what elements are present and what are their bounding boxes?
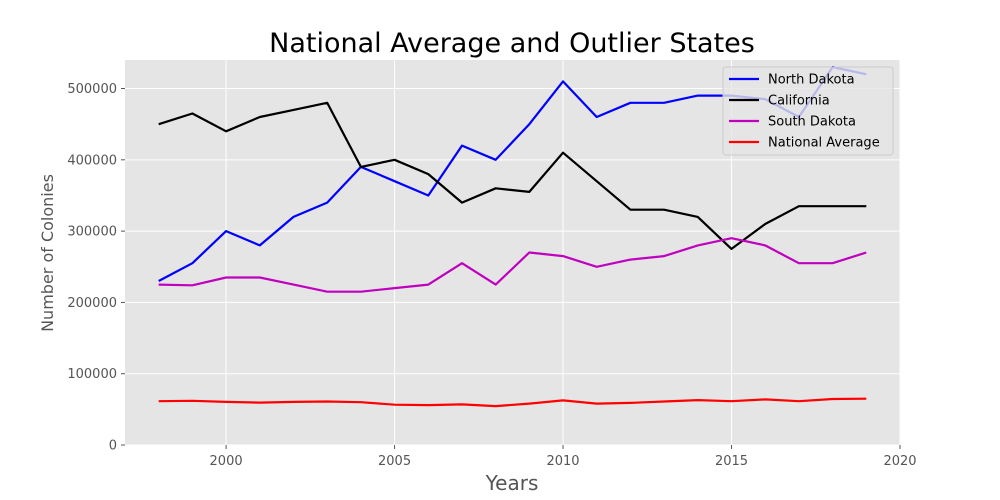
series-line-national-average xyxy=(158,397,867,408)
x-tick-label: 2010 xyxy=(546,454,579,469)
legend-label-california: California xyxy=(768,94,830,109)
y-tick-label: 400000 xyxy=(67,153,117,168)
legend-box xyxy=(722,66,894,156)
x-tick-label: 2000 xyxy=(210,454,243,469)
series-line-california xyxy=(158,101,867,250)
x-axis-label: Years xyxy=(485,471,539,495)
x-tick-label: 2015 xyxy=(715,454,748,469)
legend-label-south-dakota: South Dakota xyxy=(768,115,856,130)
y-tick-label: 500000 xyxy=(67,82,117,97)
y-axis-ticks: 0 100000 200000 300000 400000 500000 xyxy=(67,82,125,454)
y-tick-label: 200000 xyxy=(67,296,117,311)
legend-label-north-dakota: North Dakota xyxy=(768,73,855,88)
series-line-south-dakota xyxy=(158,237,867,293)
y-tick-label: 300000 xyxy=(67,225,117,240)
x-tick-label: 2005 xyxy=(378,454,411,469)
x-tick-label: 2020 xyxy=(883,454,916,469)
x-axis-ticks: 2000 2005 2010 2015 2020 xyxy=(210,445,917,469)
y-tick-label: 100000 xyxy=(67,367,117,382)
legend-label-national-average: National Average xyxy=(768,136,880,151)
chart-title: National Average and Outlier States xyxy=(269,28,755,59)
y-axis-label: Number of Colonies xyxy=(38,174,57,332)
legend: North Dakota California South Dakota Nation… xyxy=(722,66,894,156)
y-tick-label: 0 xyxy=(109,439,117,454)
